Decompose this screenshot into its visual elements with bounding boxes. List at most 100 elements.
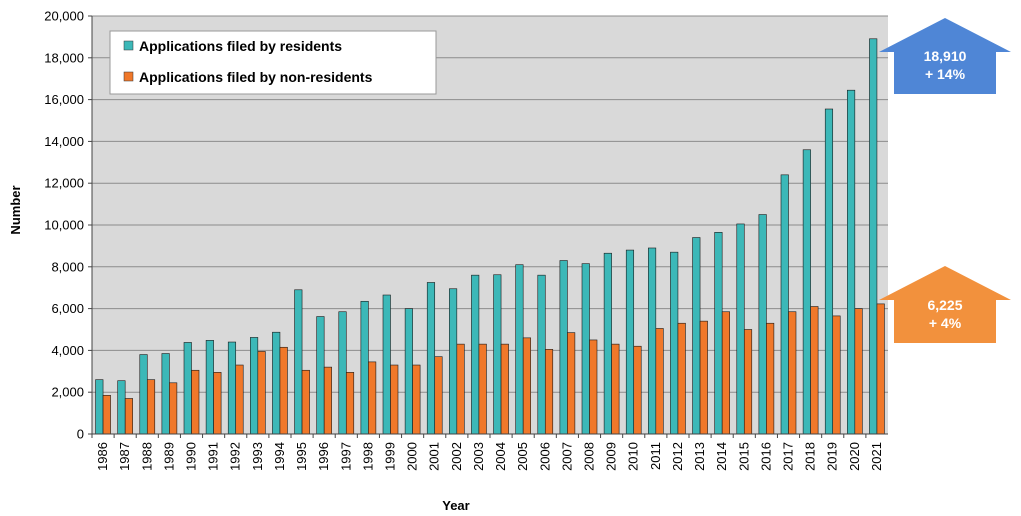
bar-non-residents <box>368 361 377 435</box>
x-tick-label: 1997 <box>338 442 353 471</box>
bar-residents <box>117 380 126 435</box>
bar-non-residents <box>522 337 531 435</box>
bar-non-residents <box>589 339 598 435</box>
bar-residents <box>824 108 834 435</box>
bar-residents <box>294 289 303 435</box>
bar-non-residents <box>279 346 288 435</box>
bar-residents <box>471 274 480 435</box>
bar-residents <box>802 149 811 435</box>
x-tick-label: 2006 <box>537 442 552 471</box>
y-tick-label: 12,000 <box>44 176 84 191</box>
x-tick-label: 2011 <box>648 442 663 470</box>
x-tick-label: 2009 <box>604 442 619 471</box>
x-tick-label: 2003 <box>471 442 486 471</box>
x-tick-label: 2021 <box>869 442 884 471</box>
x-tick-label: 1995 <box>294 442 309 471</box>
bar-residents <box>183 342 192 435</box>
bar-residents <box>360 300 369 435</box>
x-tick-label: 2004 <box>493 442 508 471</box>
bar-non-residents <box>633 345 642 435</box>
legend-swatch-non-residents <box>123 71 134 82</box>
bar-residents <box>382 294 391 435</box>
bar-non-residents <box>611 343 620 435</box>
legend-swatch-residents <box>123 40 134 51</box>
bar-non-residents <box>699 320 708 435</box>
x-axis-title: Year <box>442 498 469 513</box>
callout-residents-value: 18,910 <box>924 48 967 64</box>
x-tick-label: 1992 <box>228 442 243 471</box>
x-tick-label: 2012 <box>670 442 685 471</box>
y-tick-label: 2,000 <box>51 385 84 400</box>
x-tick-label: 1994 <box>272 442 287 471</box>
bar-residents <box>227 341 237 435</box>
x-tick-label: 1991 <box>206 442 221 471</box>
x-tick-label: 2005 <box>515 442 530 471</box>
bar-non-residents <box>544 349 554 435</box>
y-tick-labels: 0 2,000 4,000 6,000 8,000 10,000 12,000 14,000 1… <box>44 9 84 442</box>
x-tick-label: 2008 <box>582 442 597 471</box>
bar-non-residents <box>500 343 509 435</box>
bar-non-residents <box>567 332 576 435</box>
x-tick-label: 2018 <box>803 442 818 471</box>
x-tick-label: 2000 <box>405 442 420 471</box>
callout-arrow-non-residents <box>879 266 1011 343</box>
y-tick-label: 10,000 <box>44 218 84 233</box>
x-tick-label: 2001 <box>427 442 442 471</box>
x-tick-label: 1993 <box>250 442 265 471</box>
bar-non-residents <box>434 356 443 435</box>
bar-non-residents <box>235 364 244 435</box>
callout-residents: 18,910 + 14% <box>879 18 1011 94</box>
bar-non-residents <box>766 322 775 435</box>
bar-residents <box>692 237 701 435</box>
x-tick-labels: 1986 1987 1988 1989 1990 1991 1992 1993 1994 1995… <box>91 434 884 471</box>
bar-residents <box>625 249 635 435</box>
bar-non-residents <box>788 311 797 435</box>
bar-residents <box>493 274 502 435</box>
bar-non-residents <box>301 369 310 435</box>
x-tick-label: 1996 <box>316 442 331 471</box>
x-tick-label: 1998 <box>360 442 375 471</box>
bar-non-residents <box>257 351 266 435</box>
bar-non-residents <box>102 395 111 435</box>
bar-residents <box>847 89 856 435</box>
legend-label-non-residents: Applications filed by non-residents <box>139 69 373 85</box>
x-tick-label: 1986 <box>95 442 110 471</box>
x-tick-label: 2013 <box>692 442 707 471</box>
bar-non-residents <box>191 369 200 435</box>
bar-non-residents <box>390 364 399 435</box>
bar-residents <box>316 316 325 435</box>
x-tick-label: 2016 <box>758 442 773 471</box>
bar-residents <box>426 282 436 435</box>
bar-residents <box>95 379 104 435</box>
bar-non-residents <box>677 322 686 435</box>
callout-non-residents-value: 6,225 <box>927 297 962 313</box>
bar-residents <box>670 251 679 435</box>
bar-non-residents <box>876 303 885 435</box>
y-tick-label: 16,000 <box>44 92 84 107</box>
bar-residents <box>449 288 458 435</box>
legend-box <box>109 30 437 95</box>
bar-non-residents <box>412 364 421 435</box>
y-tick-label: 0 <box>77 427 84 442</box>
bar-residents <box>603 252 612 435</box>
bar-non-residents <box>721 311 730 435</box>
x-tick-label: 1989 <box>161 442 176 471</box>
x-tick-label: 1988 <box>139 442 154 471</box>
bar-residents <box>338 311 347 435</box>
bar-non-residents <box>655 328 664 435</box>
bar-residents <box>869 38 878 435</box>
x-tick-label: 2002 <box>449 442 464 471</box>
x-tick-label: 2014 <box>714 442 729 471</box>
bar-non-residents <box>345 372 355 435</box>
bars <box>95 38 885 435</box>
x-tick-label: 1999 <box>383 442 398 471</box>
x-tick-label: 1987 <box>117 442 132 471</box>
y-tick-label: 20,000 <box>44 9 84 24</box>
y-tick-label: 14,000 <box>44 134 84 149</box>
callout-residents-change: + 14% <box>925 66 966 82</box>
bar-non-residents <box>854 308 863 435</box>
x-tick-label: 2015 <box>736 442 751 471</box>
x-tick-label: 2007 <box>559 442 574 471</box>
bar-non-residents <box>743 329 753 435</box>
